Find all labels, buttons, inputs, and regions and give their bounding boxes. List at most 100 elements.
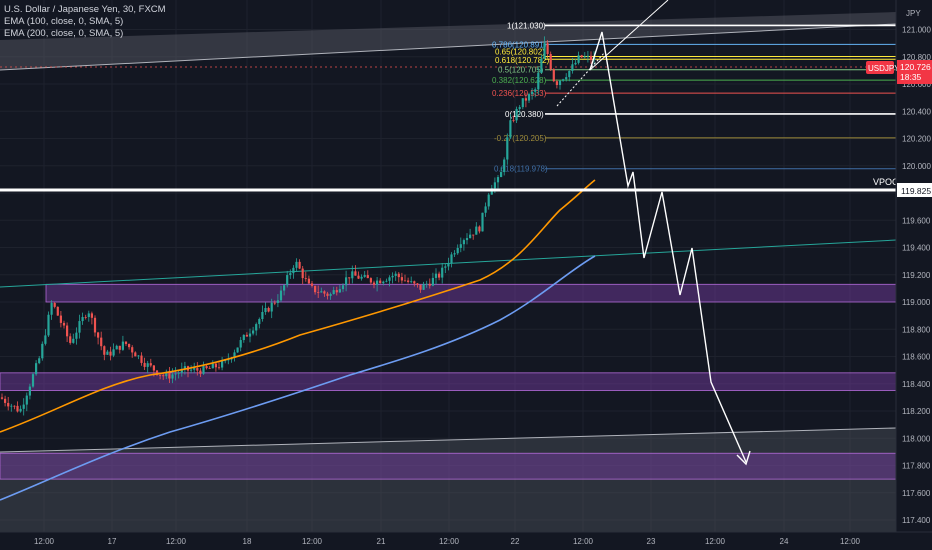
candle-body-138	[428, 283, 431, 286]
projection-path	[589, 31, 747, 463]
candle-body-32	[100, 337, 103, 347]
candle-body-62	[193, 368, 196, 370]
candle-body-152	[472, 234, 475, 236]
candle-body-109	[338, 289, 341, 293]
fib-label-6: 0.236(120.533)	[492, 89, 547, 98]
candle-body-44	[137, 355, 140, 357]
candle-body-142	[441, 267, 444, 278]
candle-body-106	[329, 294, 332, 296]
candle-body-76	[236, 347, 239, 353]
candle-body-105	[326, 293, 329, 296]
candle-body-61	[190, 369, 193, 371]
candle-body-165	[512, 120, 515, 122]
time-axis[interactable]	[0, 532, 932, 550]
candle-body-78	[242, 334, 245, 341]
candle-body-53	[165, 373, 168, 377]
candle-body-73	[227, 359, 230, 361]
candle-body-169	[524, 98, 527, 101]
candle-body-173	[537, 73, 540, 90]
candle-body-185	[574, 62, 577, 65]
candle-body-11	[35, 363, 38, 375]
candle-body-57	[177, 372, 180, 374]
x-tick-11: 24	[780, 537, 789, 546]
candle-body-92	[286, 275, 289, 286]
candle-body-160	[496, 177, 500, 183]
candle-body-65	[202, 366, 205, 374]
candle-body-51	[159, 374, 162, 376]
candle-body-0	[0, 397, 4, 399]
candle-body-58	[180, 368, 183, 373]
x-tick-labels: 12:00 17 12:00 18 12:00 21 12:00 22 12:00 23 12:00…	[34, 537, 861, 546]
candle-body-172	[534, 89, 537, 92]
candle-body-35	[109, 351, 112, 356]
candle-body-59	[183, 366, 186, 369]
candle-body-23	[72, 338, 75, 343]
rising-trendline	[589, 0, 669, 71]
y-tick-13: 118.400	[902, 380, 931, 389]
candle-body-130	[403, 280, 407, 282]
candle-body-12	[38, 358, 41, 364]
y-tick-7: 119.600	[902, 216, 931, 225]
candle-body-68	[211, 363, 214, 369]
candle-body-47	[146, 363, 149, 367]
candle-body-98	[304, 278, 307, 279]
fib-label-1: 0.786(120.891)	[492, 40, 547, 49]
fib-label-3: 0.618(120.782)	[495, 56, 550, 65]
candle-body-83	[258, 319, 261, 325]
candle-body-140	[434, 273, 438, 278]
candle-body-164	[509, 120, 512, 138]
candle-body-156	[484, 206, 487, 213]
candle-body-182	[565, 77, 568, 80]
candle-body-29	[90, 313, 93, 318]
y-tick-12: 118.600	[902, 353, 931, 362]
candle-body-151	[469, 234, 472, 239]
candle-body-153	[475, 226, 478, 235]
candle-body-175	[543, 43, 546, 59]
candle-body-3	[10, 405, 13, 407]
y-tick-5: 120.000	[902, 162, 931, 171]
candle-body-147	[456, 247, 459, 254]
x-tick-0: 12:00	[34, 537, 55, 546]
zone-1	[0, 372, 897, 391]
symbol-badge: USDJPY	[866, 61, 900, 74]
candle-body-56	[174, 373, 177, 375]
candle-body-1	[4, 398, 7, 403]
fib-label-9: 0.618(119.978)	[494, 165, 548, 174]
candle-body-77	[239, 340, 242, 348]
candle-body-55	[171, 374, 174, 379]
candle-body-28	[87, 313, 90, 318]
last-price-value: 120.726	[900, 62, 931, 72]
candle-body-17	[53, 302, 56, 307]
vpoc-price-value: 119.825	[901, 186, 931, 196]
candle-body-103	[320, 291, 323, 293]
supply-demand-zones	[0, 283, 897, 480]
candle-body-174	[540, 58, 543, 74]
candle-body-123	[382, 281, 385, 284]
candle-body-15	[47, 314, 50, 336]
candle-body-107	[332, 290, 335, 295]
candle-body-64	[199, 370, 202, 374]
candle-body-143	[444, 266, 447, 268]
candle-body-7	[22, 404, 25, 409]
candle-body-48	[149, 363, 152, 366]
candle-body-41	[128, 343, 131, 348]
x-tick-7: 22	[511, 537, 520, 546]
candle-body-54	[168, 373, 171, 379]
price-axis[interactable]	[896, 0, 932, 532]
candle-body-128	[397, 273, 400, 278]
currency-label: JPY	[906, 9, 921, 18]
candle-body-8	[25, 395, 28, 405]
candle-body-137	[425, 283, 428, 285]
fib-label-0: 1(121.030)	[507, 21, 546, 30]
candle-body-139	[431, 277, 434, 286]
candle-body-9	[28, 386, 31, 396]
zone-0	[45, 283, 897, 303]
candle-body-166	[515, 108, 518, 121]
candle-body-163	[506, 137, 509, 160]
channel-line-bottom	[0, 427, 897, 453]
projection-arrowhead	[736, 450, 751, 466]
candle-body-129	[400, 277, 403, 281]
candle-body-119	[369, 278, 372, 283]
candle-body-93	[289, 273, 292, 276]
